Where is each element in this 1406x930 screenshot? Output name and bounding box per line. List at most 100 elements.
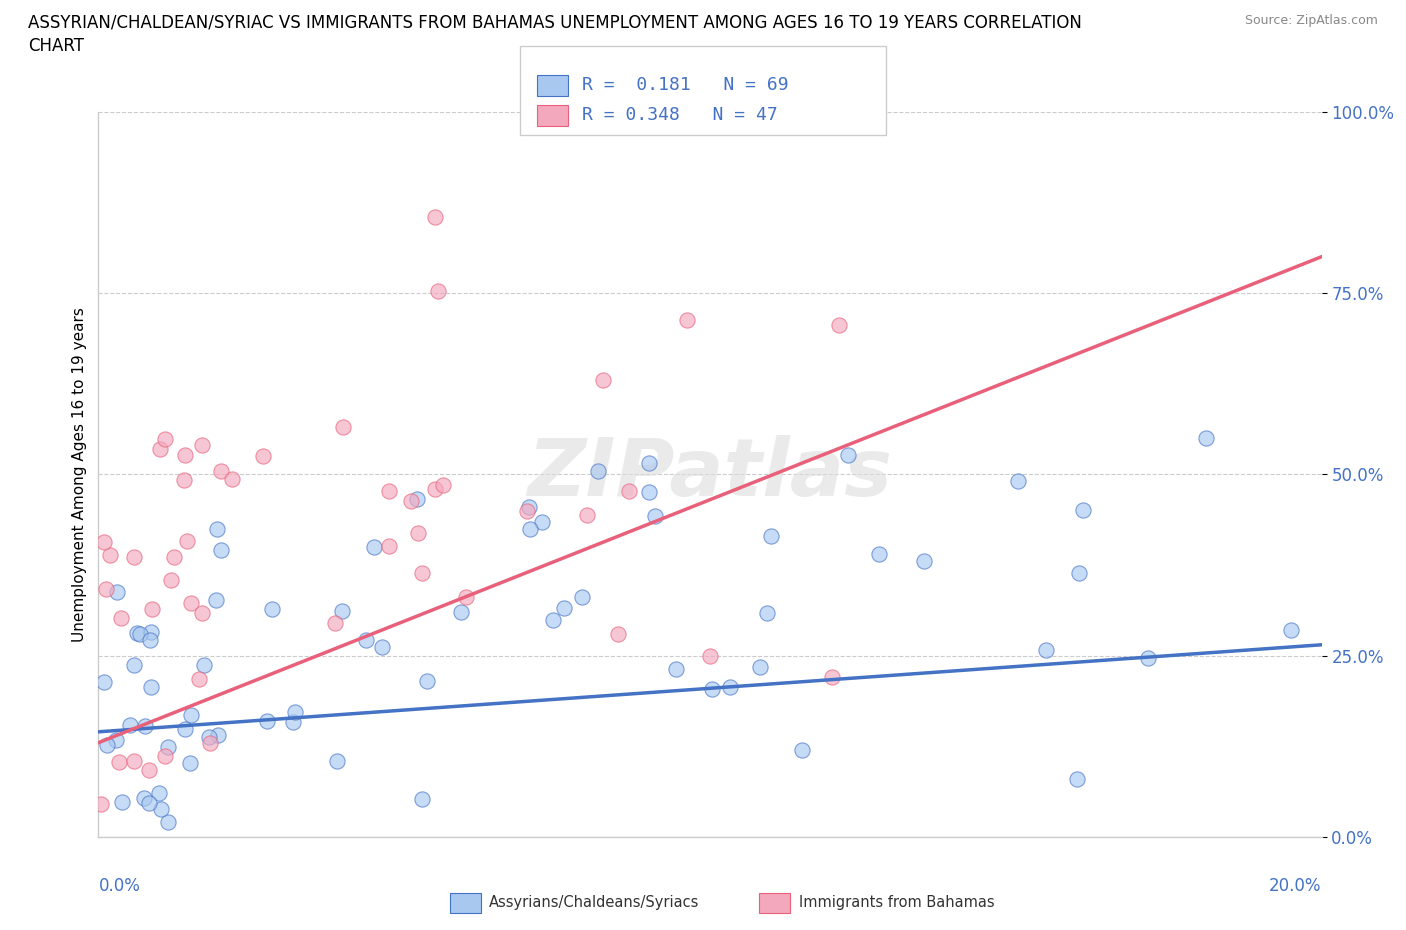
Point [619,483,641,498]
Point [423,482,446,497]
Point [173,472,195,487]
Point [122,658,145,672]
Point [284,704,307,719]
Point [139,632,162,647]
Point [330,604,353,618]
Point [378,484,401,498]
Point [406,525,429,540]
Point [828,317,851,332]
Point [111,794,134,809]
Text: 0.0%: 0.0% [98,877,141,895]
Point [205,522,228,537]
Point [607,627,630,642]
Text: Source: ZipAtlas.com: Source: ZipAtlas.com [1244,14,1378,27]
Point [1035,643,1057,658]
Point [699,648,721,663]
Point [156,815,179,830]
Text: ASSYRIAN/CHALDEAN/SYRIAC VS IMMIGRANTS FROM BAHAMAS UNEMPLOYMENT AMONG AGES 16 T: ASSYRIAN/CHALDEAN/SYRIAC VS IMMIGRANTS F… [28,14,1083,32]
Point [105,732,128,747]
Point [252,448,274,463]
Point [141,625,163,640]
Point [718,680,741,695]
Point [134,718,156,733]
Point [426,284,449,299]
Point [163,550,186,565]
Point [187,671,209,686]
Point [94,581,117,596]
Point [644,509,666,524]
Point [415,674,437,689]
Point [174,722,197,737]
Point [198,730,221,745]
Point [105,585,128,600]
Point [96,738,118,753]
Point [586,464,609,479]
Point [637,456,659,471]
Point [700,682,723,697]
Point [759,528,782,543]
Text: R = 0.348   N = 47: R = 0.348 N = 47 [582,106,778,125]
Point [128,627,150,642]
Text: Assyrians/Chaldeans/Syriacs: Assyrians/Chaldeans/Syriacs [489,895,700,910]
Point [180,595,202,610]
Point [868,547,890,562]
Point [1067,566,1090,581]
Point [200,736,222,751]
Point [108,755,131,770]
Point [132,790,155,805]
Point [363,539,385,554]
Point [1007,473,1029,488]
Point [411,791,433,806]
Point [676,312,699,327]
Point [191,438,214,453]
Point [665,662,688,677]
Point [517,500,540,515]
Point [332,419,354,434]
Point [1195,431,1218,445]
Point [122,753,145,768]
Point [637,485,661,500]
Point [283,714,305,729]
Text: R =  0.181   N = 69: R = 0.181 N = 69 [582,76,789,94]
Point [93,535,115,550]
Point [205,592,228,607]
Point [432,478,454,493]
Point [519,522,541,537]
Point [356,632,378,647]
Point [450,604,472,619]
Point [1071,502,1094,517]
Point [98,548,121,563]
Point [405,492,427,507]
Point [141,602,163,617]
Point [173,447,195,462]
Point [190,605,212,620]
Text: Immigrants from Bahamas: Immigrants from Bahamas [799,895,994,910]
Y-axis label: Unemployment Among Ages 16 to 19 years: Unemployment Among Ages 16 to 19 years [72,307,87,642]
Point [149,802,172,817]
Point [209,542,232,557]
Point [541,613,564,628]
Point [256,713,278,728]
Point [755,606,778,621]
Point [180,708,202,723]
Point [176,534,198,549]
Text: 20.0%: 20.0% [1270,877,1322,895]
Point [90,796,112,811]
Point [110,610,132,625]
Point [193,658,215,672]
Point [125,626,148,641]
Point [1137,651,1160,666]
Point [571,590,593,604]
Point [553,601,575,616]
Point [179,756,201,771]
Point [378,538,401,553]
Point [149,442,172,457]
Point [122,550,145,565]
Point [821,670,844,684]
Point [411,565,433,580]
Point [399,494,422,509]
Point [371,640,394,655]
Point [138,796,160,811]
Point [1066,772,1088,787]
Point [160,572,183,587]
